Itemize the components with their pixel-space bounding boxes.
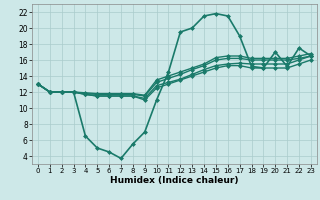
X-axis label: Humidex (Indice chaleur): Humidex (Indice chaleur) <box>110 176 239 185</box>
